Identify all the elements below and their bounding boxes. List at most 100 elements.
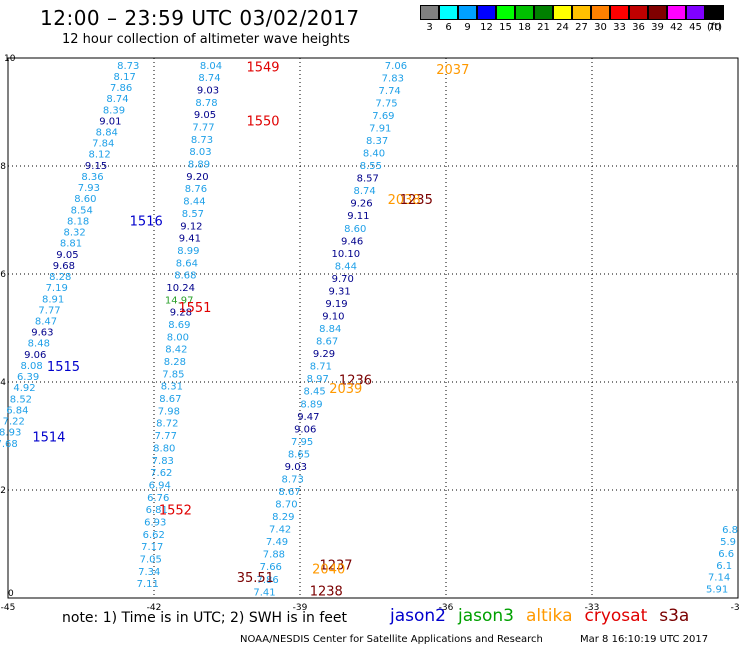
wave-height-value: 8.69: [168, 320, 190, 331]
legend-swatch: [496, 5, 515, 20]
legend-label: 70: [708, 22, 721, 33]
satellite-label: cryosat: [584, 606, 648, 626]
legend-unit: (ft): [707, 22, 723, 33]
pass-number-label: 1236: [339, 374, 372, 389]
y-tick-label: 6: [0, 270, 6, 280]
wave-height-value: 8.73: [191, 135, 213, 146]
legend-swatch: [572, 5, 591, 20]
legend-label: 27: [575, 22, 588, 33]
wave-height-value: 7.86: [257, 575, 279, 586]
wave-height-value: 8.64: [176, 258, 198, 269]
wave-height-value: 7.88: [263, 550, 285, 561]
pass-number-label: 2038: [388, 193, 421, 208]
wave-height-value: 8.37: [366, 136, 388, 147]
wave-height-value: 8.67: [316, 337, 338, 348]
legend-label: 18: [518, 22, 531, 33]
legend-label: 45: [689, 22, 702, 33]
legend-swatch: [686, 5, 705, 20]
wave-height-value: 8.74: [354, 186, 376, 197]
wave-height-value: 8.71: [310, 362, 332, 373]
y-tick-label: 10: [4, 54, 16, 64]
wave-height-value: 8.91: [42, 294, 64, 305]
wave-height-value: 9.47: [297, 412, 319, 423]
wave-height-value: 6.94: [149, 480, 171, 491]
legend-label: 6: [445, 22, 452, 33]
pass-number-label: 1516: [130, 214, 163, 229]
legend-swatch: [591, 5, 610, 20]
x-tick-label: -42: [147, 603, 162, 613]
legend-label: 33: [613, 22, 626, 33]
pass-number-label: 1238: [310, 584, 343, 599]
pass-number-label: 1549: [246, 61, 279, 76]
wave-height-value: 8.04: [200, 61, 222, 72]
wave-height-value: 7.11: [137, 579, 159, 590]
wave-height-value: 8.67: [159, 394, 181, 405]
pass-number-label: 1235: [400, 193, 433, 208]
legend-swatch: [705, 5, 724, 20]
wave-height-value: 7.68: [0, 439, 18, 450]
x-tick-label: -45: [1, 603, 16, 613]
legend-label: 24: [556, 22, 569, 33]
legend-swatch: [515, 5, 534, 20]
wave-height-value: 7.77: [192, 123, 214, 134]
wave-height-value: 8.36: [81, 172, 103, 183]
map-subtitle: 12 hour collection of altimeter wave hei…: [62, 32, 350, 47]
legend-swatch: [534, 5, 553, 20]
wave-height-value: 9.46: [341, 236, 363, 247]
wave-height-value: 8.73: [117, 61, 139, 72]
wave-height-value: 8.55: [360, 161, 382, 172]
wave-height-value: 7.41: [253, 587, 275, 598]
wave-height-value: 9.01: [99, 116, 121, 127]
legend-swatch: [477, 5, 496, 20]
wave-height-value: 8.42: [165, 345, 187, 356]
footer-credit: NOAA/NESDIS Center for Satellite Applica…: [240, 634, 543, 645]
wave-height-value: 9.03: [197, 85, 219, 96]
wave-height-value: 6.76: [147, 493, 169, 504]
wave-height-value: 8.17: [114, 72, 136, 83]
wave-height-value: 7.06: [385, 61, 407, 72]
wave-height-value: 8.28: [164, 357, 186, 368]
wave-height-value: 8.81: [60, 239, 82, 250]
color-legend-labels: 3 6 9 12 15 18 21 24 27 30 33 36 39 42 45 70: [420, 22, 740, 36]
legend-label: 12: [480, 22, 493, 33]
wave-height-value: 8.74: [198, 73, 220, 84]
wave-height-value: 6.39: [17, 372, 39, 383]
legend-swatch: [439, 5, 458, 20]
satellite-label: jason3: [458, 606, 514, 626]
wave-height-value: 7.22: [3, 417, 25, 428]
wave-height-value: 7.05: [140, 555, 162, 566]
y-tick-label: 2: [0, 486, 6, 496]
wave-height-value: 7.98: [158, 406, 180, 417]
wave-height-value: 8.29: [272, 512, 294, 523]
wave-height-value: 9.05: [56, 250, 78, 261]
y-tick-label: 0: [8, 589, 14, 599]
wave-height-value: 9.12: [180, 221, 202, 232]
wave-height-value: 8.08: [21, 361, 43, 372]
wave-height-value: 9.05: [194, 110, 216, 121]
pass-number-label: 1515: [47, 360, 80, 375]
wave-height-value: 7.14: [708, 573, 730, 584]
wave-height-value: 14.97: [165, 295, 194, 306]
wave-height-value: 6.84: [6, 405, 28, 416]
wave-height-value: 8.93: [0, 428, 21, 439]
footnote: note: 1) Time is in UTC; 2) SWH is in fe…: [62, 610, 348, 626]
legend-swatch: [458, 5, 477, 20]
wave-height-value: 8.44: [183, 197, 205, 208]
wave-height-value: 9.26: [350, 199, 372, 210]
wave-height-value: 8.45: [303, 387, 325, 398]
legend-swatch: [610, 5, 629, 20]
wave-height-value: 6.8: [722, 525, 738, 536]
wave-height-value: 9.31: [328, 286, 350, 297]
wave-height-value: 9.68: [53, 261, 75, 272]
wave-height-value: 8.57: [182, 209, 204, 220]
wave-height-value: 7.86: [110, 83, 132, 94]
legend-label: 39: [651, 22, 664, 33]
wave-height-value: 7.17: [141, 542, 163, 553]
wave-height-value: 7.83: [382, 73, 404, 84]
wave-height-value: 8.60: [74, 194, 96, 205]
legend-label: 9: [464, 22, 471, 33]
wave-height-value: 8.39: [103, 105, 125, 116]
satellite-label: jason2: [390, 606, 446, 626]
wave-height-value: 7.34: [138, 567, 160, 578]
wave-height-value: 8.54: [71, 205, 93, 216]
